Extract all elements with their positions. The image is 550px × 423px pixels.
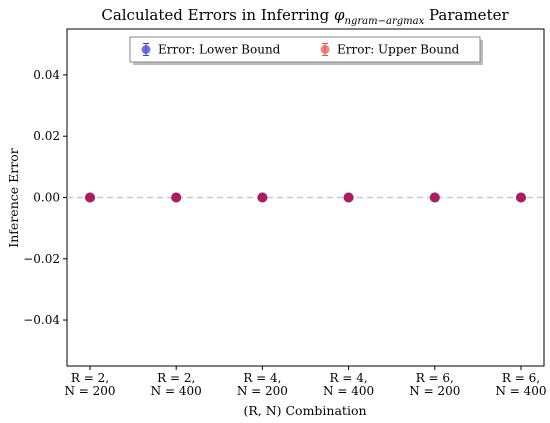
legend-label: Error: Upper Bound [337,43,460,57]
y-tick-label: 0.02 [33,129,60,143]
y-tick-label: 0.00 [33,191,60,205]
upper-bound-point [257,192,268,203]
x-tick-label: N = 400 [323,384,374,398]
legend-box [129,36,481,63]
upper-bound-point [516,192,526,203]
chart-title-suffix: Parameter [424,6,509,24]
x-tick-label: N = 200 [64,384,115,398]
y-tick-label: 0.04 [33,68,60,82]
x-tick-label: N = 400 [151,384,202,398]
legend-label: Error: Lower Bound [158,43,281,57]
x-tick-label: R = 2, [71,371,109,385]
x-tick-label: N = 400 [495,384,546,398]
x-tick-label: R = 6, [502,371,540,385]
legend: Error: Lower Bound Error: Upper Bound [129,36,483,65]
legend-marker-icon [141,45,151,54]
x-tick-label: R = 4, [330,371,368,385]
chart-title-symbol: φ [334,6,345,24]
x-tick-label: R = 2, [157,371,195,385]
chart-title: Calculated Errors in Inferring φngram−ar… [101,6,509,27]
x-tick-label: N = 200 [409,384,460,398]
chart-title-prefix: Calculated Errors in Inferring [101,6,334,24]
upper-bound-point [429,192,440,203]
x-tick-label: N = 200 [237,384,288,398]
chart-title-subscript: ngram−argmax [345,16,425,27]
x-tick-label: R = 4, [243,371,281,385]
y-tick-label: −0.02 [23,252,60,266]
upper-bound-point [171,192,182,203]
legend-marker-icon [320,45,330,54]
upper-bound-point [343,192,354,203]
x-tick-label: R = 6, [416,371,454,385]
y-axis-label: Inference Error [6,148,21,247]
upper-bound-point [85,192,95,203]
y-tick-label: −0.04 [23,313,60,327]
x-axis-label: (R, N) Combination [243,403,366,418]
